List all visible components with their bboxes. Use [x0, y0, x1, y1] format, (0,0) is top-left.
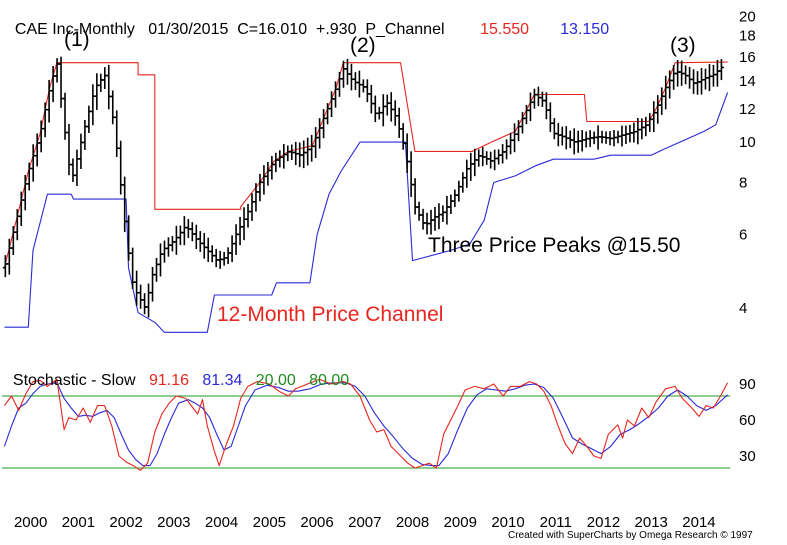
- x-axis-tick-label: 2000: [14, 514, 47, 531]
- x-axis-tick-label: 2001: [62, 514, 95, 531]
- price-axis-tick-label: 10: [739, 134, 756, 151]
- stochastic-value-4: 80.00: [309, 372, 350, 389]
- x-axis-tick-label: 2011: [540, 514, 572, 531]
- date-label: 01/30/2015: [148, 21, 229, 38]
- x-axis-tick-label: 2002: [109, 514, 142, 531]
- close-label: C=16.010: [237, 21, 308, 38]
- price-axis-tick-label: 4: [739, 300, 747, 317]
- x-axis-tick-label: 2003: [157, 514, 190, 531]
- price-axis-tick-label: 8: [739, 175, 747, 192]
- price-axis-tick-label: 16: [739, 49, 756, 66]
- peak-3-label: (3): [670, 34, 696, 57]
- x-axis-tick-label: 2012: [587, 514, 620, 531]
- price-axis-tick-label: 20: [739, 8, 756, 25]
- x-axis-tick-label: 2010: [491, 514, 524, 531]
- stochastic-axis-tick-label: 90: [739, 376, 756, 393]
- x-axis-tick-label: 2004: [205, 514, 238, 531]
- credit-text: Created with SuperCharts by Omega Resear…: [508, 530, 753, 541]
- indicator-name: P_Channel: [365, 21, 445, 38]
- x-axis-tick-label: 2009: [444, 514, 477, 531]
- x-axis: 2000 2001 2002 2003 2004 2005 2006 2007 2008 2009…: [14, 514, 716, 531]
- stochastic-value-3: 20.00: [255, 372, 296, 389]
- x-axis-tick-label: 2014: [682, 514, 715, 531]
- x-axis-tick-label: 2007: [348, 514, 381, 531]
- peaks-annotation: Three Price Peaks @15.50: [428, 234, 681, 257]
- stochastic-value-1: 91.16: [148, 372, 189, 389]
- channel-upper-value: 15.550: [480, 21, 530, 38]
- x-axis-tick-label: 2006: [300, 514, 333, 531]
- channel-lower-value: 13.150: [560, 21, 610, 38]
- stochastic-axis-tick-label: 30: [739, 448, 756, 465]
- peak-2-label: (2): [350, 34, 376, 57]
- price-panel: 4 6 8 10 12 14 16 18 20: [2, 8, 756, 333]
- stochastic-axis-tick-label: 60: [739, 412, 756, 429]
- price-axis-tick-label: 18: [739, 28, 756, 45]
- price-axis-tick-label: 12: [739, 101, 756, 118]
- stochastic-slow-line: [3, 382, 728, 467]
- stochastic-panel: 30 60 90: [2, 376, 756, 471]
- stochastic-name: Stochastic - Slow: [12, 372, 136, 389]
- x-axis-tick-label: 2008: [396, 514, 429, 531]
- chart-header: CAE Inc-Monthly 01/30/2015 C=16.010 +.93…: [6, 3, 609, 39]
- price-axis-tick-label: 6: [739, 227, 747, 244]
- peak-1-label: (1): [64, 28, 90, 51]
- price-axis-tick-label: 14: [739, 73, 756, 90]
- symbol-label: CAE Inc-Monthly: [14, 21, 135, 38]
- stochastic-value-2: 81.34: [202, 372, 243, 389]
- x-axis-tick-label: 2005: [253, 514, 286, 531]
- lower-channel-line: [4, 92, 729, 333]
- change-label: +.930: [315, 21, 357, 38]
- channel-annotation: 12-Month Price Channel: [217, 303, 444, 326]
- stochastic-header: Stochastic - Slow 91.16 81.34 20.00 80.0…: [4, 354, 349, 390]
- stochastic-fast-line: [3, 378, 729, 471]
- price-bars: [2, 56, 724, 318]
- x-axis-tick-label: 2013: [635, 514, 668, 531]
